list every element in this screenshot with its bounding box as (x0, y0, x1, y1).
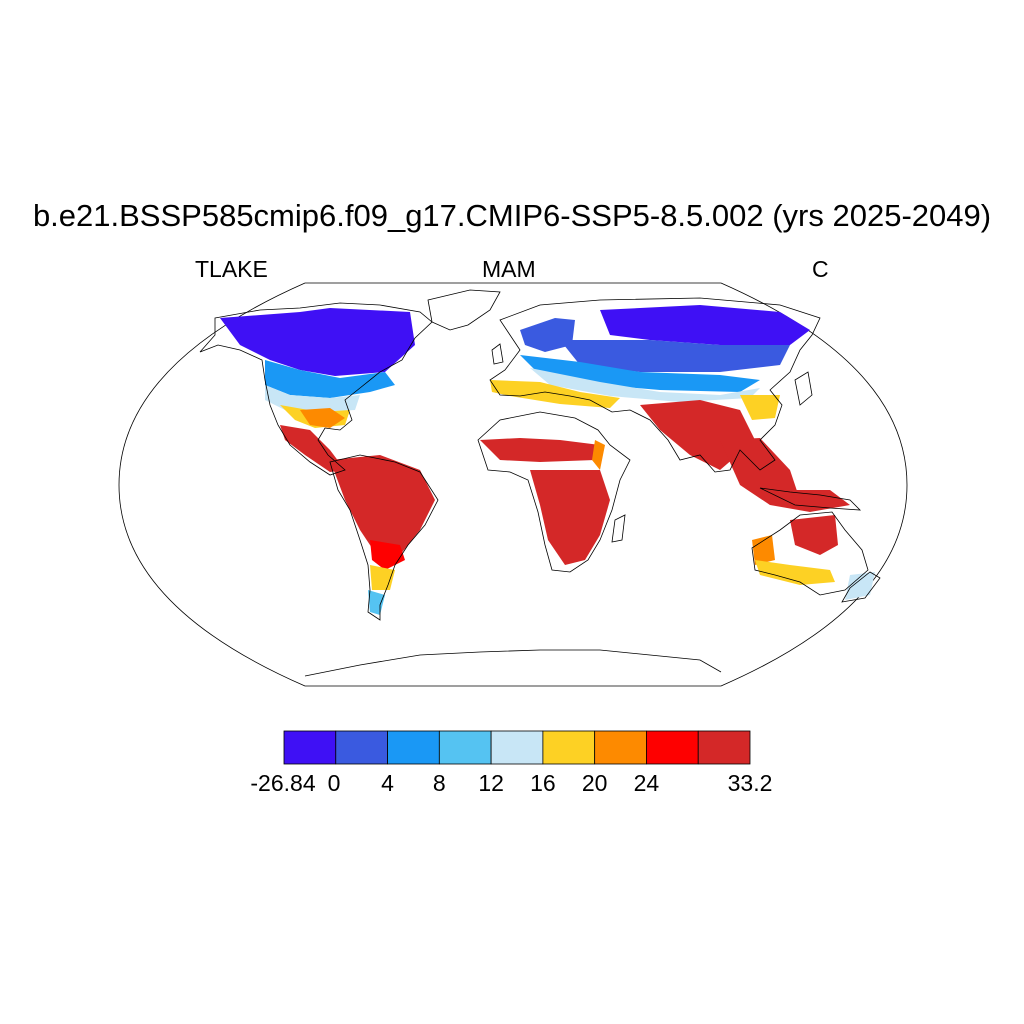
fill-australia-south (755, 560, 835, 585)
colorbar-box (490, 730, 544, 765)
units-label: C (812, 256, 829, 282)
fill-north-america-cold (220, 308, 415, 376)
colorbar-label: 0 (327, 770, 341, 796)
coast-australia (751, 511, 869, 596)
colorbar-label: 24 (633, 770, 660, 796)
colorbar-box (438, 730, 492, 765)
map-title: b.e21.BSSP585cmip6.f09_g17.CMIP6-SSP5-8.… (32, 198, 992, 233)
colorbar-label: -26.84 (250, 770, 316, 796)
fill-eurasia-light (520, 355, 760, 392)
colorbar-box (646, 730, 699, 765)
fill-south-america-hot (330, 455, 435, 560)
coast-uk (491, 343, 504, 365)
colorbar-label: 20 (581, 770, 608, 796)
fill-eurasia-blue (560, 340, 790, 372)
fill-new-zealand (845, 572, 875, 600)
colorbar-box (387, 730, 440, 765)
fill-east-asia-yellow (740, 395, 780, 420)
coast-antarctica (304, 649, 722, 677)
coast-south-america (329, 454, 439, 621)
coast-africa (477, 411, 631, 573)
colorbar-label: 33.2 (727, 770, 773, 796)
colorbar-label: 4 (381, 770, 394, 796)
season-label: MAM (482, 256, 536, 282)
colorbar-box (283, 730, 337, 765)
data-fills (220, 305, 875, 615)
fill-south-america-cool (368, 590, 385, 615)
fill-australia-orange (752, 535, 775, 565)
colorbar-box (594, 730, 647, 765)
colorbar-box (542, 730, 596, 765)
coast-europe-asia (489, 297, 821, 473)
fill-north-america-cool (265, 360, 395, 398)
coast-north-america (199, 302, 433, 476)
colorbar (283, 730, 751, 765)
fill-australia-north (790, 515, 838, 555)
fill-north-africa (480, 438, 600, 462)
colorbar-label: 12 (478, 770, 504, 796)
fill-us-south-orange (300, 408, 345, 428)
colorbar-label: 16 (530, 770, 556, 796)
fill-southeast-asia (720, 438, 800, 505)
colorbar-box (697, 730, 751, 765)
fill-indonesia (760, 490, 850, 512)
fill-eurasia-pale (530, 368, 760, 402)
fill-central-africa (530, 470, 610, 565)
coast-greenland (427, 289, 501, 331)
coast-new-zealand (841, 571, 881, 603)
fill-siberia-cold (600, 305, 810, 345)
coastlines (199, 289, 881, 677)
variable-label: TLAKE (195, 256, 268, 282)
colorbar-box (335, 730, 388, 765)
colorbar-label: 8 (432, 770, 446, 796)
coast-madagascar (611, 514, 626, 543)
fill-us-mid (265, 385, 360, 412)
fill-central-america (280, 425, 345, 472)
fill-east-africa-orange (592, 440, 605, 470)
fill-scandinavia (520, 318, 575, 352)
coast-japan (794, 371, 813, 406)
coast-indonesia (759, 487, 862, 511)
